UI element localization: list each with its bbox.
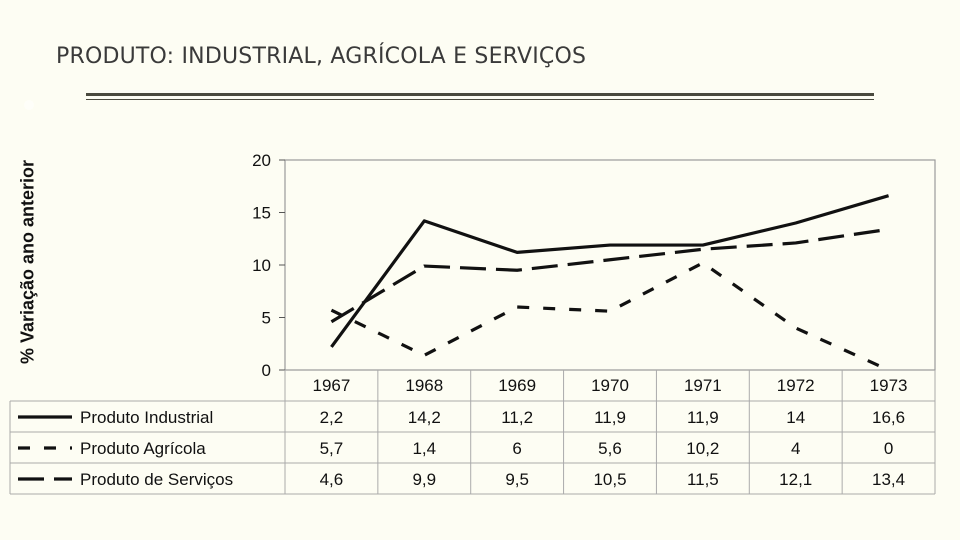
table-value: 5,6: [598, 439, 622, 458]
table-value: 11,2: [501, 408, 533, 427]
plot-area-frame: [284, 159, 936, 371]
table-value: 0: [884, 439, 893, 458]
y-tick-label: 10: [252, 256, 271, 275]
table-value: 10,2: [686, 439, 719, 458]
table-value: 9,5: [505, 470, 529, 489]
table-value: 11,9: [594, 408, 626, 427]
table-value: 14,2: [408, 408, 441, 427]
table-value: 11,9: [687, 408, 719, 427]
table-value: 16,6: [872, 408, 905, 427]
table-value: 1,4: [412, 439, 436, 458]
y-tick-label: 5: [262, 309, 271, 328]
x-category-label: 1970: [591, 376, 629, 395]
table-value: 12,1: [779, 470, 812, 489]
table-value: 11,5: [687, 470, 719, 489]
page-title: PRODUTO: INDUSTRIAL, AGRÍCOLA E SERVIÇOS: [56, 44, 587, 69]
y-tick-label: 15: [252, 204, 271, 223]
title-divider-thin: [86, 99, 874, 100]
title-divider-thick: [86, 93, 874, 96]
table-value: 13,4: [872, 470, 905, 489]
table-value: 6: [512, 439, 521, 458]
y-tick-label: 0: [262, 361, 271, 380]
x-category-label: 1973: [870, 376, 908, 395]
legend-label: Produto Agrícola: [80, 439, 206, 458]
table-value: 4,6: [320, 470, 344, 489]
table-value: 4: [791, 439, 800, 458]
legend-label: Produto Industrial: [80, 408, 213, 427]
table-value: 2,2: [320, 408, 344, 427]
table-value: 9,9: [412, 470, 436, 489]
series-line-1: [330, 261, 890, 372]
table-value: 5,7: [320, 439, 344, 458]
x-category-label: 1971: [684, 376, 722, 395]
x-category-label: 1969: [498, 376, 536, 395]
series-line-2: [330, 227, 889, 324]
x-category-label: 1972: [777, 376, 815, 395]
series-line-0: [330, 194, 890, 348]
table-value: 14: [786, 408, 805, 427]
x-category-label: 1968: [405, 376, 443, 395]
decorative-dot: [24, 100, 34, 110]
y-tick-label: 20: [252, 151, 271, 170]
table-value: 10,5: [593, 470, 626, 489]
legend-label: Produto de Serviços: [80, 470, 233, 489]
x-category-label: 1967: [313, 376, 351, 395]
